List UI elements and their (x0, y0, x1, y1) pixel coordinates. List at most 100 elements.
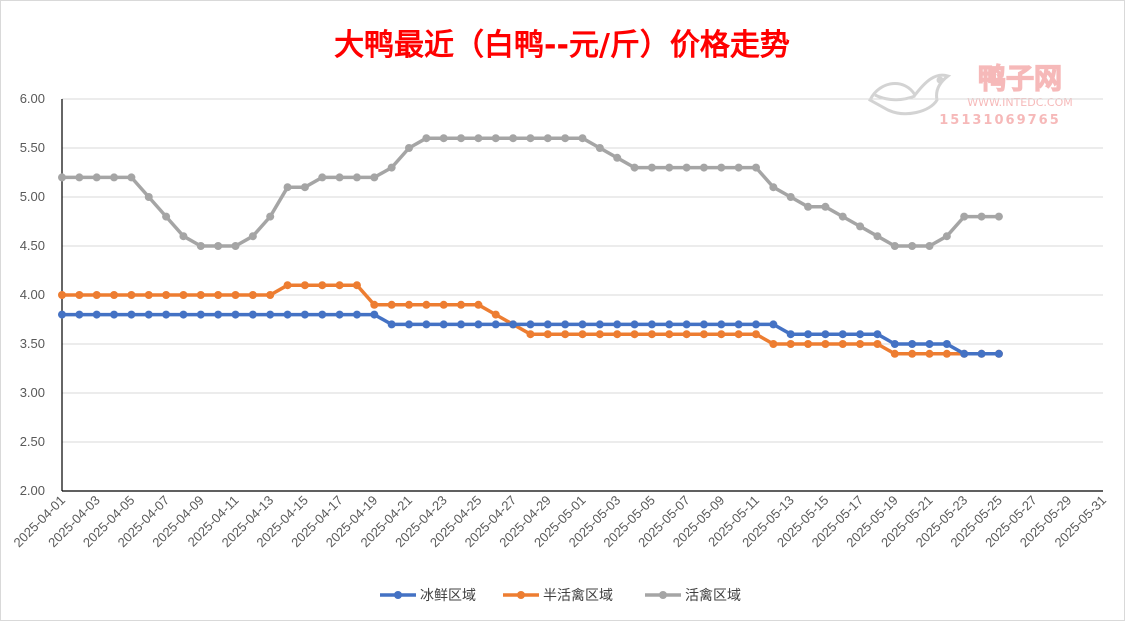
data-point (561, 330, 570, 339)
legend-swatch-marker (517, 591, 525, 599)
watermark-site: WWW.INTEDC.COM (967, 96, 1072, 109)
y-tick-label: 3.00 (20, 385, 45, 400)
data-point (942, 340, 951, 348)
data-point (821, 330, 830, 339)
data-point (856, 340, 865, 348)
data-point (786, 193, 795, 201)
data-point (162, 310, 171, 319)
data-point (58, 173, 66, 182)
data-point (942, 349, 951, 358)
series-line-2 (62, 136, 999, 248)
data-point (647, 320, 656, 329)
data-point (804, 340, 813, 348)
legend: 冰鲜区域 半活禽区域 活禽区域 (380, 587, 741, 604)
data-point (682, 330, 691, 339)
data-point (630, 330, 639, 339)
data-point (908, 340, 917, 348)
data-point (821, 340, 830, 348)
data-point (873, 330, 882, 339)
data-point (873, 340, 882, 348)
data-point (769, 320, 778, 329)
data-series (58, 134, 1003, 358)
data-point (734, 320, 743, 329)
data-point (526, 320, 535, 329)
data-point (595, 330, 604, 339)
watermark: 鸭子网 WWW.INTEDC.COM 15131069765 (868, 61, 1073, 128)
data-point (682, 163, 691, 172)
chart-title: 大鸭最近（白鸭--元/斤）价格走势 (334, 28, 790, 63)
data-point (717, 320, 726, 329)
gridlines (62, 98, 1103, 443)
data-point (699, 163, 708, 172)
data-point (769, 340, 778, 348)
data-point (352, 310, 361, 319)
data-point (786, 330, 795, 339)
data-point (370, 173, 379, 182)
y-tick-label: 3.50 (20, 336, 45, 351)
data-point (422, 134, 431, 143)
data-point (335, 281, 344, 290)
data-point (110, 291, 119, 299)
legend-label: 半活禽区域 (543, 587, 613, 604)
data-point (439, 134, 448, 143)
data-point (266, 212, 275, 221)
data-point (890, 340, 899, 348)
y-tick-label: 5.00 (20, 189, 45, 204)
y-tick-label: 2.00 (20, 483, 45, 498)
data-point (665, 330, 674, 339)
data-point (734, 163, 743, 172)
data-point (509, 320, 518, 329)
data-point (387, 163, 396, 172)
data-point (734, 330, 743, 339)
data-point (75, 310, 84, 319)
data-point (387, 300, 396, 309)
data-point (266, 291, 275, 299)
data-point (266, 310, 275, 319)
data-point (665, 163, 674, 172)
data-point (960, 212, 969, 221)
data-point (370, 300, 379, 309)
data-point (231, 242, 240, 250)
data-point (647, 330, 656, 339)
y-axis-tick-labels: 2.00 2.50 3.00 3.50 4.00 4.50 5.00 5.50 6.00 (20, 91, 45, 498)
data-point (717, 330, 726, 339)
data-point (908, 242, 917, 250)
data-point (752, 320, 760, 329)
data-point (578, 330, 587, 339)
data-point (543, 320, 552, 329)
data-point (526, 134, 535, 143)
legend-label: 活禽区域 (685, 587, 741, 604)
y-tick-label: 2.50 (20, 434, 45, 449)
data-point (283, 281, 292, 290)
data-point (214, 310, 223, 319)
data-point (491, 134, 500, 143)
data-point (457, 134, 466, 143)
data-point (179, 291, 188, 299)
data-point (994, 349, 1003, 358)
data-point (439, 320, 448, 329)
data-point (179, 232, 188, 241)
data-point (699, 330, 708, 339)
data-point (127, 310, 136, 319)
data-point (439, 300, 448, 309)
data-point (457, 320, 466, 329)
data-point (908, 349, 917, 358)
data-point (804, 202, 813, 211)
data-point (561, 134, 570, 143)
data-point (699, 320, 708, 329)
watermark-phone: 15131069765 (939, 113, 1061, 128)
data-point (873, 232, 882, 241)
data-point (925, 242, 934, 250)
data-point (752, 330, 760, 339)
data-point (821, 202, 830, 211)
data-point (300, 281, 309, 290)
data-point (248, 310, 257, 319)
data-point (804, 330, 813, 339)
data-point (595, 144, 604, 152)
y-tick-label: 5.50 (20, 140, 45, 155)
data-point (370, 310, 379, 319)
data-point (144, 291, 153, 299)
data-point (196, 242, 205, 250)
data-point (318, 281, 327, 290)
data-point (630, 320, 639, 329)
